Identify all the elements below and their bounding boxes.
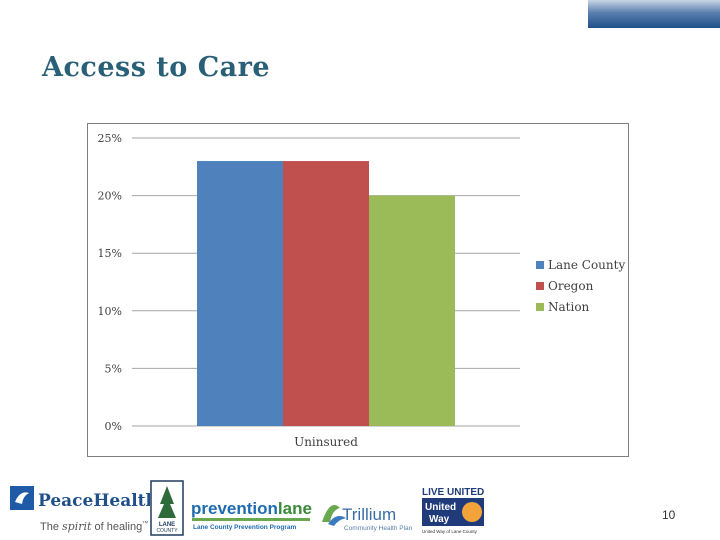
peacehealth-logo: PeaceHealth The spirit of healing™ bbox=[10, 486, 150, 533]
bar-nation bbox=[369, 195, 455, 426]
y-tick-label: 0% bbox=[105, 420, 122, 433]
united-way-subtitle: United Way of Lane County bbox=[422, 529, 478, 534]
trillium-leaf-icon bbox=[322, 505, 340, 522]
bar-chart: 0% 5% 10% 15% 20% 25% Uninsured Lane County Or… bbox=[98, 132, 626, 449]
tagline-tm: ™ bbox=[142, 520, 148, 527]
legend-label: Lane County bbox=[548, 258, 625, 272]
united-way-hand-icon bbox=[462, 502, 482, 522]
bar-lane-county bbox=[197, 161, 283, 426]
lane-county-line2: COUNTY bbox=[156, 528, 178, 534]
footer-logos: PeaceHealth The spirit of healing™ LANE … bbox=[0, 478, 720, 540]
legend: Lane County Oregon Nation bbox=[536, 258, 625, 314]
page-number: 10 bbox=[662, 508, 676, 522]
y-tick-label: 5% bbox=[105, 362, 122, 375]
bars bbox=[197, 161, 455, 426]
peacehealth-tagline: The spirit of healing™ bbox=[40, 520, 148, 533]
trillium-name: Trillium bbox=[342, 505, 396, 524]
y-tick-label: 20% bbox=[98, 190, 122, 203]
legend-swatch bbox=[536, 303, 544, 311]
legend-swatch bbox=[536, 261, 544, 269]
y-tick-label: 25% bbox=[98, 132, 122, 145]
legend-label: Nation bbox=[548, 300, 590, 314]
united-way-line1: United bbox=[425, 502, 456, 513]
preventionlane-name-b: lane bbox=[278, 499, 312, 518]
tagline-post: of healing bbox=[91, 521, 142, 533]
united-way-line2: Way bbox=[429, 514, 450, 525]
united-way-logo: LIVE UNITED United Way United Way of Lan… bbox=[422, 487, 484, 534]
slide-title: Access to Care bbox=[42, 52, 271, 83]
category-label: Uninsured bbox=[294, 435, 358, 449]
y-axis-ticks: 0% 5% 10% 15% 20% 25% bbox=[98, 132, 122, 433]
trillium-subtitle: Community Health Plan bbox=[344, 525, 413, 532]
lane-county-logo: LANE COUNTY bbox=[150, 480, 184, 536]
preventionlane-stripe bbox=[192, 518, 310, 521]
x-axis-labels: Uninsured bbox=[294, 435, 358, 449]
trillium-logo: Trillium Community Health Plan bbox=[322, 505, 413, 532]
dove-icon bbox=[15, 492, 29, 504]
corner-accent-bar bbox=[588, 0, 720, 28]
lane-county-line1: LANE bbox=[159, 522, 175, 528]
legend-label: Oregon bbox=[548, 279, 594, 293]
preventionlane-name: preventionlane bbox=[191, 499, 312, 518]
tree-icon bbox=[158, 486, 176, 518]
preventionlane-logo: preventionlane Lane County Prevention Pr… bbox=[191, 499, 312, 531]
y-tick-label: 15% bbox=[98, 247, 122, 260]
y-tick-label: 10% bbox=[98, 305, 122, 318]
preventionlane-name-a: prevention bbox=[191, 499, 278, 518]
chart-frame: 0% 5% 10% 15% 20% 25% Uninsured Lane County Or… bbox=[87, 123, 629, 457]
bar-oregon bbox=[283, 161, 369, 426]
legend-swatch bbox=[536, 282, 544, 290]
preventionlane-subtitle: Lane County Prevention Program bbox=[193, 524, 297, 531]
united-way-top: LIVE UNITED bbox=[422, 487, 484, 498]
peacehealth-name: PeaceHealth bbox=[38, 491, 150, 511]
tagline-spirit: spirit bbox=[62, 520, 92, 533]
tagline-pre: The bbox=[40, 521, 62, 533]
